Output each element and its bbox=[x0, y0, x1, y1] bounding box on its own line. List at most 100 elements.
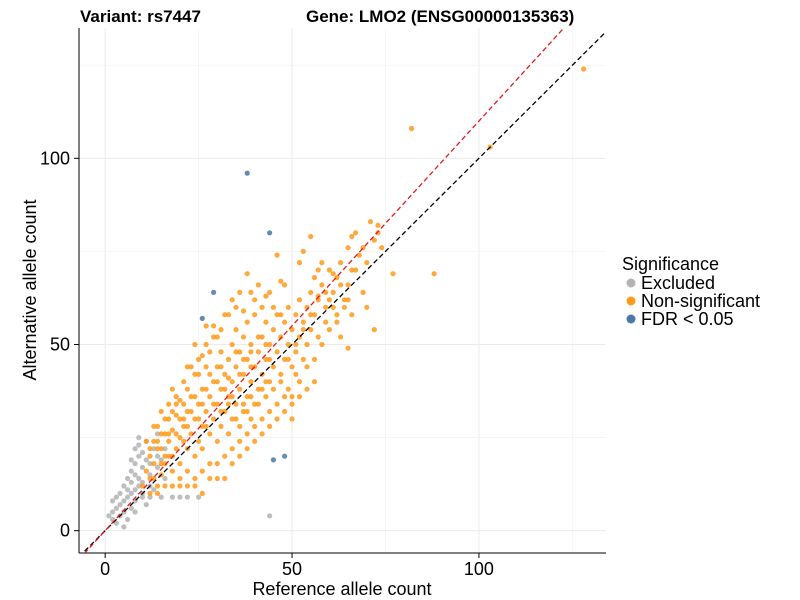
data-point bbox=[341, 297, 347, 303]
data-point bbox=[136, 475, 142, 482]
data-point bbox=[128, 457, 134, 463]
data-point bbox=[132, 509, 138, 515]
data-point bbox=[169, 386, 175, 392]
data-point bbox=[192, 371, 198, 377]
data-point bbox=[244, 408, 250, 415]
data-point bbox=[225, 312, 232, 318]
data-point bbox=[121, 498, 127, 504]
data-point bbox=[199, 490, 205, 496]
data-point bbox=[300, 356, 306, 362]
data-point bbox=[158, 408, 164, 415]
data-point bbox=[289, 364, 295, 370]
data-point bbox=[110, 509, 116, 515]
data-point bbox=[263, 341, 269, 348]
data-point bbox=[267, 513, 273, 519]
data-point bbox=[151, 461, 157, 467]
data-point bbox=[248, 379, 254, 385]
data-point bbox=[311, 356, 318, 362]
data-point bbox=[132, 446, 138, 452]
data-point bbox=[218, 349, 224, 355]
data-point bbox=[181, 379, 187, 385]
data-point bbox=[345, 297, 351, 303]
data-point bbox=[162, 461, 168, 467]
data-point bbox=[139, 449, 146, 456]
data-point bbox=[364, 304, 370, 310]
data-point bbox=[278, 371, 284, 377]
data-point bbox=[151, 487, 157, 493]
data-point bbox=[173, 446, 179, 452]
data-point bbox=[304, 386, 310, 392]
data-point bbox=[252, 438, 258, 444]
data-point bbox=[282, 408, 288, 415]
data-point bbox=[218, 423, 224, 429]
data-point bbox=[282, 282, 288, 288]
data-point bbox=[203, 386, 209, 392]
data-point bbox=[304, 364, 310, 370]
data-point bbox=[173, 394, 179, 400]
data-point bbox=[173, 412, 179, 418]
data-point bbox=[240, 371, 247, 377]
data-point bbox=[252, 401, 258, 407]
data-point bbox=[300, 248, 306, 254]
data-point bbox=[136, 453, 142, 459]
data-point bbox=[128, 505, 134, 511]
data-point bbox=[255, 386, 261, 392]
data-point bbox=[203, 423, 209, 429]
data-point bbox=[184, 408, 190, 415]
data-point bbox=[184, 386, 190, 392]
data-point bbox=[360, 289, 366, 295]
data-point bbox=[147, 472, 153, 478]
data-point bbox=[151, 475, 157, 482]
data-point bbox=[263, 379, 269, 385]
data-point bbox=[218, 364, 224, 370]
data-point bbox=[267, 379, 273, 385]
data-point bbox=[158, 431, 164, 437]
data-point bbox=[139, 464, 146, 470]
data-point bbox=[248, 364, 254, 370]
data-point bbox=[237, 423, 243, 429]
data-point bbox=[244, 431, 250, 437]
chart-title-gene: Gene: LMO2 (ENSG00000135363) bbox=[306, 7, 574, 26]
data-point bbox=[285, 341, 291, 348]
data-point bbox=[136, 442, 142, 448]
data-point bbox=[252, 423, 258, 429]
data-point bbox=[338, 260, 344, 266]
data-point bbox=[225, 431, 232, 437]
data-point bbox=[132, 461, 138, 467]
data-point bbox=[274, 401, 280, 407]
legend-entry-label: Excluded bbox=[641, 273, 715, 293]
data-point bbox=[196, 401, 202, 407]
data-point bbox=[356, 252, 362, 258]
data-point bbox=[282, 453, 288, 459]
data-point bbox=[147, 490, 153, 496]
data-point bbox=[237, 289, 243, 295]
data-point bbox=[169, 494, 175, 500]
data-point bbox=[166, 431, 172, 437]
data-point bbox=[248, 289, 254, 295]
data-point bbox=[581, 66, 587, 72]
data-point bbox=[263, 293, 269, 299]
data-point bbox=[207, 349, 213, 355]
data-point bbox=[177, 416, 183, 422]
data-point bbox=[293, 371, 299, 377]
data-point bbox=[177, 494, 183, 500]
y-axis-label: Alternative allele count bbox=[20, 199, 40, 380]
data-point bbox=[196, 416, 202, 422]
data-point bbox=[270, 364, 276, 370]
data-point bbox=[222, 475, 228, 482]
data-point bbox=[222, 371, 228, 377]
data-point bbox=[199, 468, 205, 474]
data-point bbox=[229, 341, 235, 348]
data-point bbox=[113, 520, 119, 526]
data-point bbox=[296, 379, 303, 385]
data-point bbox=[188, 394, 194, 400]
data-point bbox=[244, 356, 250, 362]
data-point bbox=[199, 353, 205, 359]
data-point bbox=[341, 304, 347, 310]
data-point bbox=[162, 453, 168, 459]
data-point bbox=[375, 230, 381, 236]
data-point bbox=[367, 219, 374, 225]
data-point bbox=[207, 461, 213, 467]
data-point bbox=[203, 341, 209, 348]
